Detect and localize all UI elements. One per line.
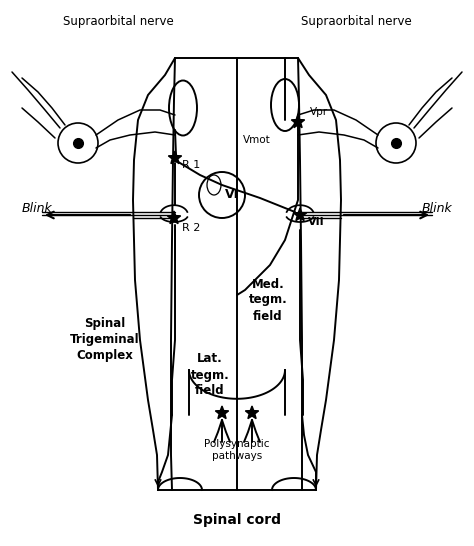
Text: Supraorbital nerve: Supraorbital nerve bbox=[63, 15, 173, 28]
Text: Spinal
Trigeminal
Complex: Spinal Trigeminal Complex bbox=[70, 318, 140, 363]
Text: VII: VII bbox=[308, 217, 325, 227]
Text: R 2: R 2 bbox=[182, 223, 201, 233]
Text: Blink: Blink bbox=[22, 201, 53, 215]
Polygon shape bbox=[293, 208, 307, 221]
Polygon shape bbox=[246, 406, 259, 419]
Text: Spinal cord: Spinal cord bbox=[193, 513, 281, 527]
Text: Blink: Blink bbox=[421, 201, 452, 215]
Text: Med.
tegm.
field: Med. tegm. field bbox=[249, 277, 287, 323]
Polygon shape bbox=[292, 115, 305, 128]
Text: Supraorbital nerve: Supraorbital nerve bbox=[301, 15, 411, 28]
Text: Vmot: Vmot bbox=[243, 135, 271, 145]
Polygon shape bbox=[167, 211, 181, 224]
Text: VI: VI bbox=[225, 188, 239, 201]
Polygon shape bbox=[168, 151, 182, 164]
Text: Lat.
tegm.
field: Lat. tegm. field bbox=[191, 353, 229, 397]
Text: Vpr: Vpr bbox=[310, 107, 328, 117]
Text: Polysynaptic
pathways: Polysynaptic pathways bbox=[204, 439, 270, 461]
Text: R 1: R 1 bbox=[182, 160, 200, 170]
Polygon shape bbox=[215, 406, 228, 419]
